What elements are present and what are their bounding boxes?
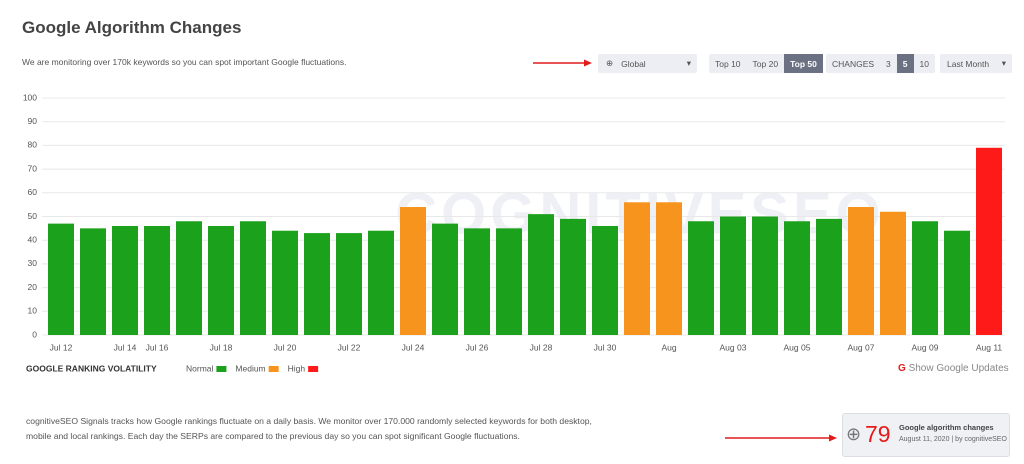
x-tick-label: Jul 24 (402, 342, 425, 352)
region-value: Global (621, 58, 646, 69)
legend-swatch (268, 366, 279, 372)
x-tick-label: Aug 11 (976, 342, 1003, 352)
bar (752, 216, 778, 335)
x-tick-label: Aug (661, 342, 676, 352)
y-tick-label: 60 (28, 187, 38, 197)
bar (976, 147, 1002, 335)
bar (208, 225, 234, 335)
period-value: Last Month (947, 58, 990, 69)
show-updates-link[interactable]: G Show Google Updates (898, 363, 1009, 374)
bar (656, 202, 682, 335)
y-tick-label: 20 (28, 282, 38, 292)
x-tick-label: Jul 30 (594, 342, 617, 352)
y-tick-label: 80 (28, 140, 38, 150)
legend-title: GOOGLE RANKING VOLATILITY (26, 363, 157, 373)
legend-label: Medium (235, 363, 265, 373)
changes-button[interactable]: 3 (886, 58, 891, 69)
bar (784, 221, 810, 335)
description: cognitiveSEO Signals tracks how Google r… (26, 416, 592, 441)
changes-button[interactable]: 10 (919, 58, 929, 69)
bar (496, 228, 522, 335)
bar (304, 233, 330, 335)
y-tick-label: 0 (32, 329, 37, 339)
y-tick-label: 30 (28, 258, 38, 268)
y-tick-label: 100 (23, 92, 37, 102)
bar (112, 225, 138, 335)
bar (144, 225, 170, 335)
x-tick-label: Aug 07 (848, 342, 875, 352)
bar (592, 225, 618, 335)
link-text: Show Google Updates (908, 363, 1009, 374)
bar (880, 211, 906, 335)
changes-label: CHANGES (832, 58, 875, 69)
region-dropdown[interactable]: ⊕ Global ▾ (598, 54, 697, 73)
bar (432, 223, 458, 335)
bar (48, 223, 74, 335)
x-tick-label: Aug 05 (784, 342, 811, 352)
legend-swatch (308, 366, 319, 372)
top-button[interactable]: Top 10 (715, 58, 741, 69)
top-button[interactable]: Top 50 (784, 54, 823, 73)
x-tick-label: Jul 12 (50, 342, 73, 352)
legend-label: High (288, 363, 306, 373)
x-tick-label: Jul 18 (210, 342, 233, 352)
bar (560, 218, 586, 335)
x-tick-label: Jul 16 (146, 342, 169, 352)
x-tick-label: Jul 14 (114, 342, 137, 352)
legend-label: Normal (186, 363, 214, 373)
legend-swatch (216, 366, 227, 372)
card-value: 79 (865, 421, 891, 447)
y-tick-label: 50 (28, 211, 38, 221)
x-tick-label: Jul 20 (274, 342, 297, 352)
period-dropdown[interactable]: Last Month ▾ (940, 54, 1012, 73)
y-tick-label: 90 (28, 116, 38, 126)
bar (720, 216, 746, 335)
bar (944, 230, 970, 335)
y-tick-label: 70 (28, 163, 38, 173)
x-tick-label: Aug 09 (912, 342, 939, 352)
top-button[interactable]: Top 20 (752, 58, 779, 69)
title: Google Algorithm Changes (22, 18, 242, 37)
card-title: Google algorithm changes (899, 423, 994, 432)
y-tick-label: 40 (28, 234, 38, 244)
bar (528, 214, 554, 335)
bar (240, 221, 266, 335)
x-tick-label: Aug 03 (720, 342, 747, 352)
bar (272, 230, 298, 335)
bar (80, 228, 106, 335)
bar (624, 202, 650, 335)
bar (464, 228, 490, 335)
x-tick-label: Jul 22 (338, 342, 361, 352)
bar (176, 221, 202, 335)
bar (400, 207, 426, 335)
bar (848, 207, 874, 335)
bar (688, 221, 714, 335)
x-tick-label: Jul 26 (466, 342, 489, 352)
bar (912, 221, 938, 335)
globe-icon: ⊕ (846, 424, 862, 444)
bar (368, 230, 394, 335)
card-meta: August 11, 2020 | by cognitiveSEO (899, 436, 1007, 443)
top-filter: Top 10 Top 20 Top 50 (709, 54, 823, 73)
x-tick-label: Jul 28 (530, 342, 553, 352)
arrow-head (584, 59, 592, 67)
bar (816, 218, 842, 335)
changes-filter: CHANGES 3 5 10 (826, 54, 935, 73)
y-tick-label: 10 (28, 306, 38, 316)
update-card[interactable]: ⊕ 79 Google algorithm changes August 11,… (842, 413, 1010, 457)
arrow-head (829, 434, 837, 442)
subtitle: We are monitoring over 170k keywords so … (22, 57, 347, 67)
changes-button[interactable]: 5 (896, 54, 914, 73)
bar (336, 233, 362, 335)
